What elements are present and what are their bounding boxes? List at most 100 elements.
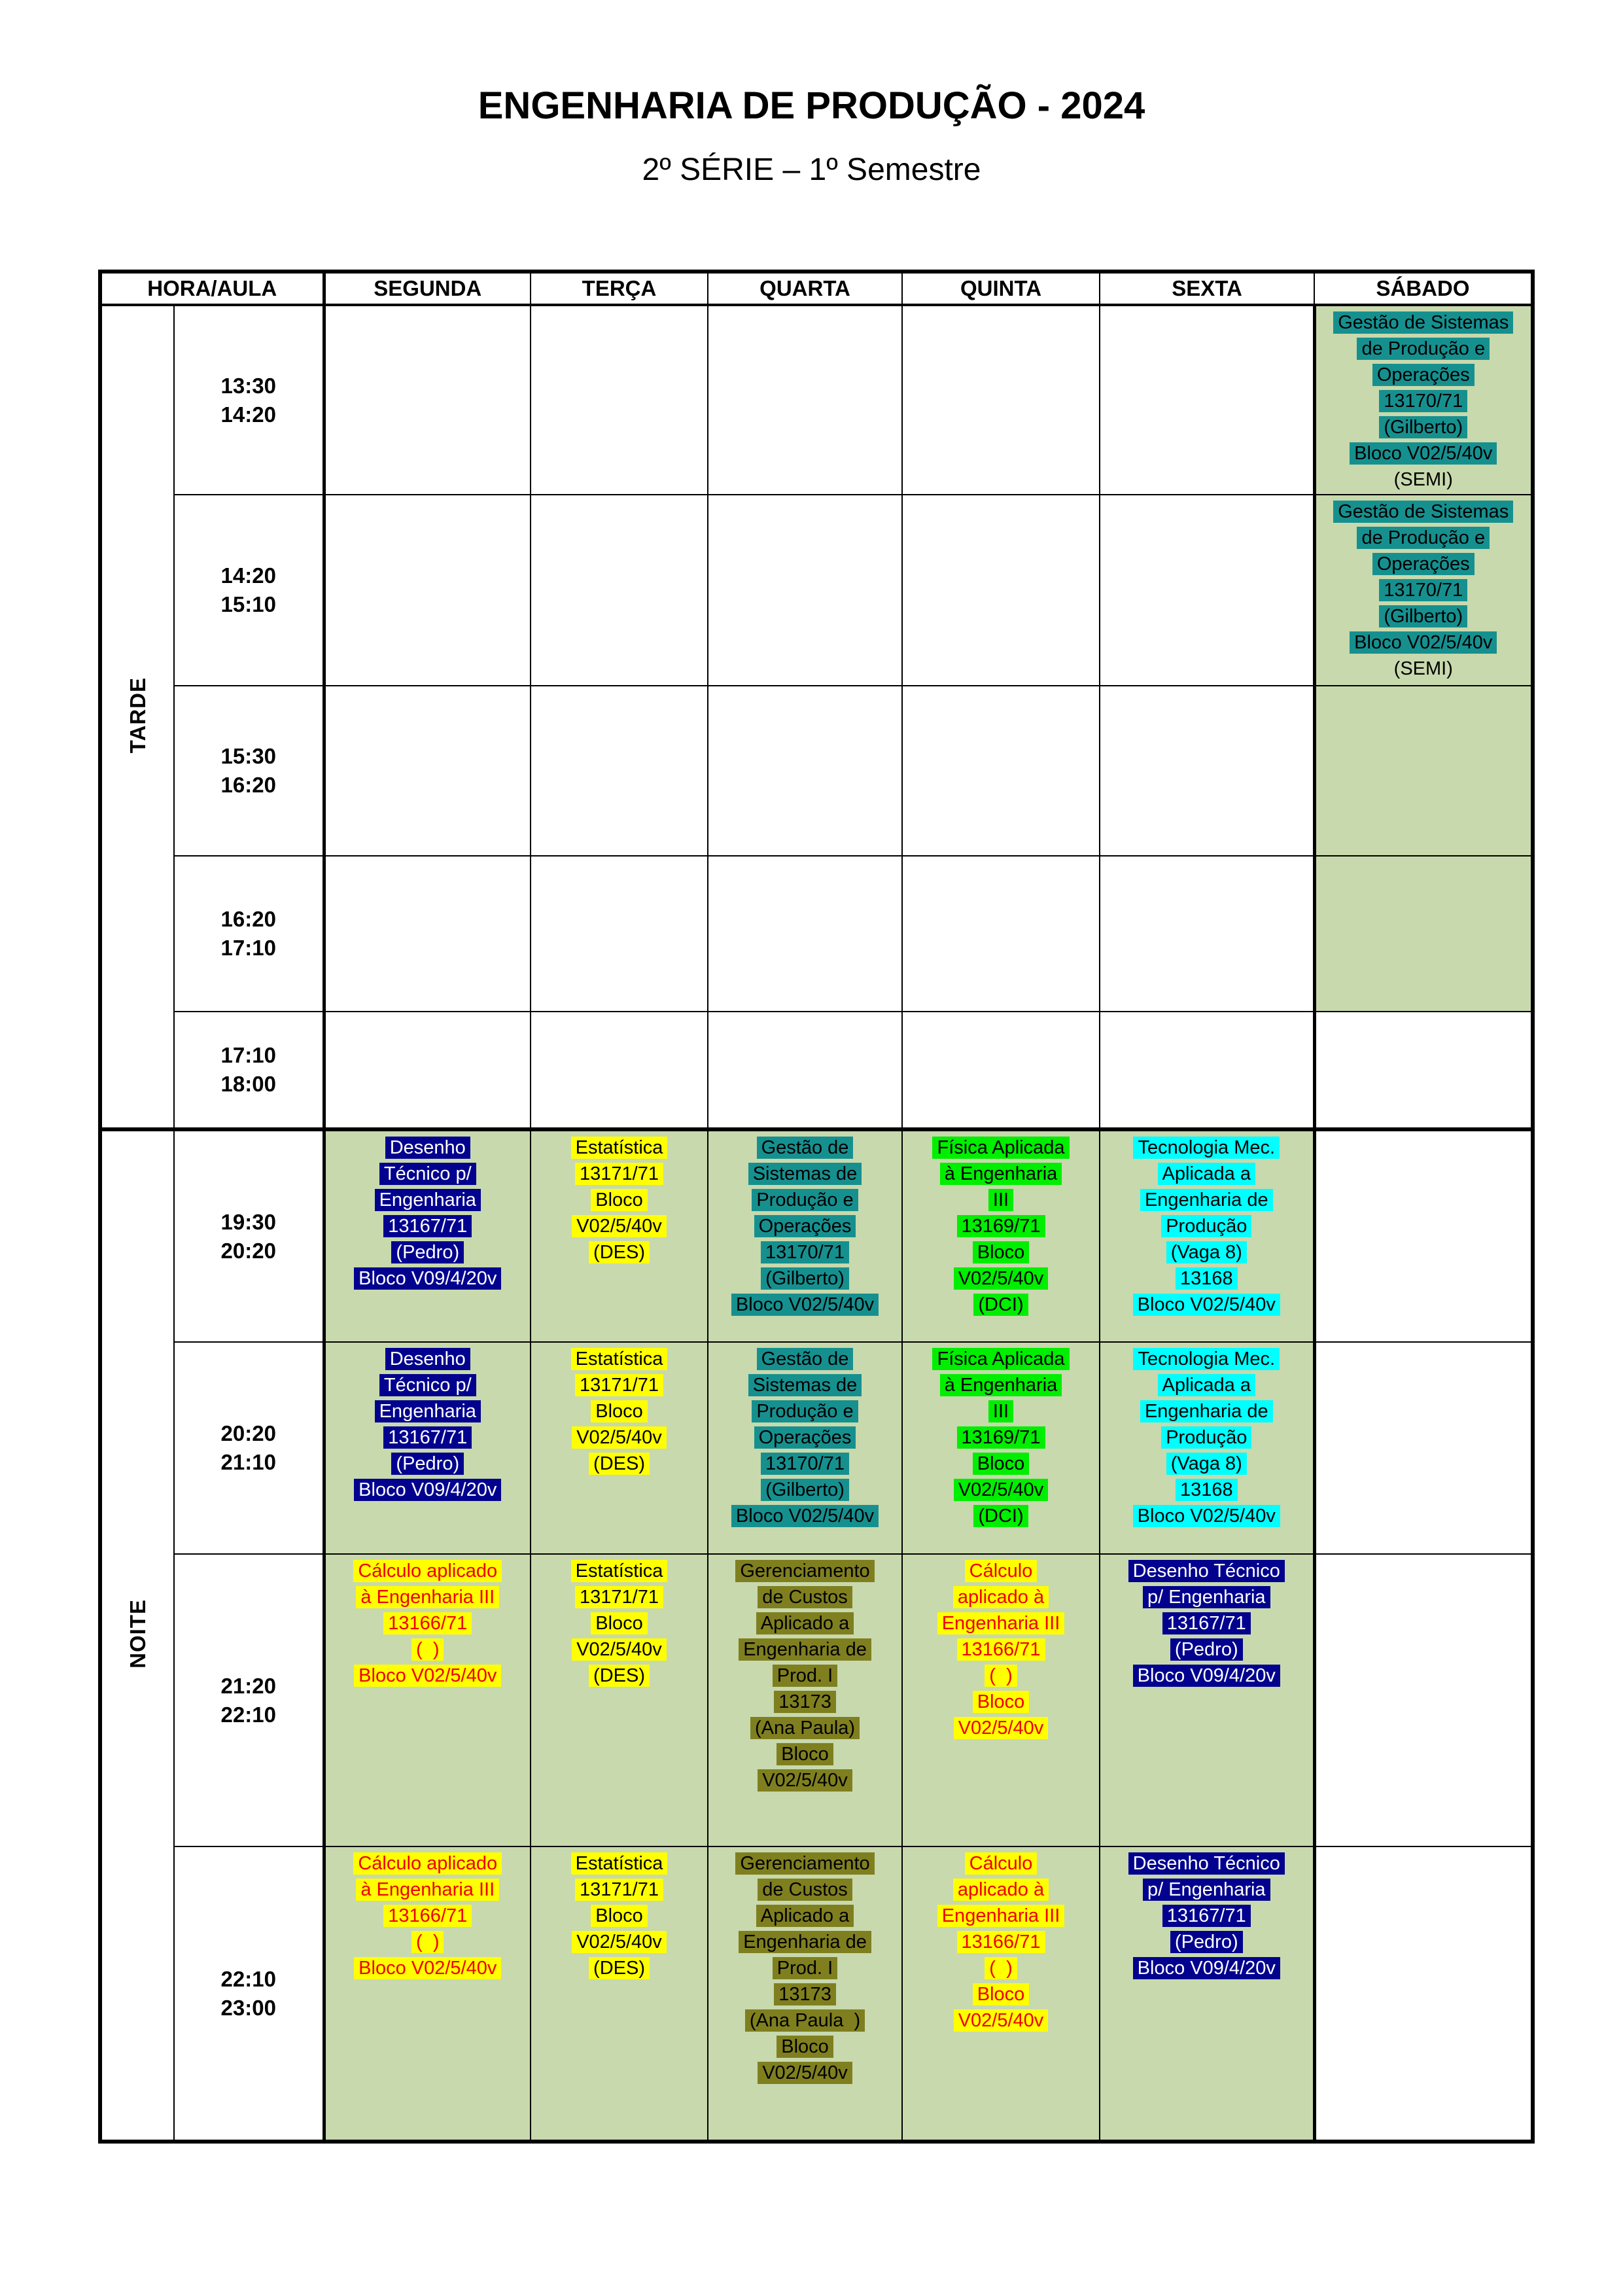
highlighted-text: Produção — [1161, 1426, 1252, 1449]
course-cell-quinta — [901, 304, 1101, 495]
highlighted-text: 13170/71 — [1379, 390, 1468, 412]
highlighted-text: Engenharia de — [1140, 1400, 1273, 1422]
page-title: ENGENHARIA DE PRODUÇÃO - 2024 — [478, 84, 1145, 127]
highlighted-text: (Ana Paula ) — [744, 2009, 865, 2032]
highlighted-text: Cálculo — [964, 1560, 1038, 1582]
course-cell-terca: Estatística 13171/71 Bloco V02/5/40v (DES) — [530, 1553, 709, 1847]
highlighted-text: à Engenharia III — [356, 1879, 500, 1901]
course-line: Física Aplicada — [903, 1135, 1098, 1161]
time-text: 13:30 — [220, 373, 276, 398]
course-line: 13166/71 — [326, 1610, 530, 1636]
course-line: Bloco V02/5/40v — [709, 1292, 901, 1318]
course-cell-sexta — [1099, 304, 1316, 495]
highlighted-text: (DES) — [589, 1957, 650, 1979]
highlighted-text: (Pedro) — [1170, 1931, 1243, 1953]
highlighted-text: Gestão de — [756, 1348, 854, 1370]
course-line: Técnico p/ — [326, 1161, 530, 1187]
highlighted-text: Bloco V02/5/40v — [354, 1665, 502, 1687]
highlighted-text: Bloco — [972, 1691, 1030, 1713]
highlighted-text: III — [988, 1400, 1014, 1422]
time-cell: 13:30 14:20 — [173, 304, 326, 495]
course-line: Gestão de — [709, 1135, 901, 1161]
highlighted-text: Tecnologia Mec. — [1133, 1137, 1280, 1159]
time-text: 16:20 — [220, 907, 276, 931]
highlighted-text: 13166/71 — [383, 1612, 472, 1634]
course-line: Produção e — [709, 1187, 901, 1213]
course-line: V02/5/40v — [903, 1477, 1098, 1503]
course-line: (Gilberto) — [1316, 603, 1531, 629]
highlighted-text: Bloco V02/5/40v — [1350, 442, 1497, 465]
course-cell-quinta: Física Aplicada à Engenharia III 13169/71 Bl… — [901, 1127, 1101, 1343]
highlighted-text: Engenharia de — [739, 1638, 871, 1661]
highlighted-text: Sistemas de — [748, 1374, 862, 1396]
period-label-tarde: TARDE — [99, 304, 175, 1130]
course-line: (DES) — [532, 1955, 707, 1981]
highlighted-text: 13166/71 — [956, 1931, 1045, 1953]
course-line: III — [903, 1398, 1098, 1424]
highlighted-text: Bloco — [591, 1400, 648, 1422]
course-line: Gerenciamento — [709, 1850, 901, 1877]
highlighted-text: Produção e — [752, 1189, 858, 1211]
course-line: (SEMI) — [1316, 467, 1531, 493]
highlighted-text: Técnico p/ — [379, 1163, 476, 1185]
time-cell: 17:10 18:00 — [173, 1011, 326, 1130]
highlighted-text: Bloco V02/5/40v — [1350, 631, 1497, 654]
highlighted-text: Desenho Técnico — [1128, 1560, 1285, 1582]
highlighted-text: Bloco V02/5/40v — [1132, 1505, 1280, 1527]
course-cell-quinta — [901, 855, 1101, 1012]
highlighted-text: Bloco V09/4/20v — [354, 1479, 502, 1501]
course-cell-sabado — [1314, 1846, 1534, 2142]
time-cell: 21:20 22:10 — [173, 1553, 326, 1847]
course-line: Bloco — [903, 1689, 1098, 1715]
course-line: V02/5/40v — [532, 1424, 707, 1451]
course-text-block: Estatística 13171/71 Bloco V02/5/40v (DES) — [532, 1343, 707, 1477]
time-text: 21:20 — [220, 1673, 276, 1698]
highlighted-text: Gestão de — [756, 1137, 854, 1159]
course-cell-quinta: Cálculo aplicado à Engenharia III 13166/71 (… — [901, 1846, 1101, 2142]
course-cell-quarta: Gerenciamento de Custos Aplicado a Engenhar… — [707, 1553, 903, 1847]
schedule-row: 14:20 15:10 Gestão de Sistemas de Produção … — [100, 494, 1534, 686]
highlighted-text: Aplicado a — [756, 1612, 854, 1634]
course-cell-terca — [530, 494, 709, 686]
highlighted-text: 13167/71 — [383, 1426, 472, 1449]
course-text-block: Gerenciamento de Custos Aplicado a Engenhar… — [709, 1848, 901, 2086]
time-cell: 22:10 23:00 — [173, 1846, 326, 2142]
highlighted-text: (Gilberto) — [761, 1479, 849, 1501]
course-line: V02/5/40v — [709, 1767, 901, 1793]
course-cell-sabado — [1314, 1341, 1534, 1555]
course-line: p/ Engenharia — [1101, 1877, 1311, 1903]
highlighted-text: Aplicada a — [1157, 1163, 1255, 1185]
course-line: Estatística — [532, 1558, 707, 1584]
time-text: 14:20 — [220, 563, 276, 588]
course-text-block: Desenho Técnico p/Engenharia 13167/71 (Pedr… — [326, 1133, 530, 1292]
course-line: Gestão de — [709, 1346, 901, 1372]
time-text: 20:20 — [220, 1238, 276, 1263]
highlighted-text: Tecnologia Mec. — [1133, 1348, 1280, 1370]
highlighted-text: Física Aplicada — [932, 1137, 1070, 1159]
course-line: à Engenharia — [903, 1372, 1098, 1398]
col-header-terca: TERÇA — [530, 270, 709, 306]
highlighted-text: Bloco V02/5/40v — [731, 1294, 879, 1316]
highlighted-text: 13171/71 — [575, 1586, 663, 1608]
highlighted-text: p/ Engenharia — [1142, 1586, 1270, 1608]
time-cell: 19:30 20:20 — [173, 1127, 326, 1343]
course-line: Bloco — [903, 1451, 1098, 1477]
course-cell-sabado: Gestão de Sistemas de Produção e Operações… — [1314, 494, 1534, 686]
highlighted-text: Gestão de Sistemas — [1333, 311, 1514, 334]
highlighted-text: 13171/71 — [575, 1163, 663, 1185]
course-cell-sexta: Tecnologia Mec. Aplicada a Engenharia de Pr… — [1099, 1341, 1316, 1555]
course-line: à Engenharia — [903, 1161, 1098, 1187]
highlighted-text: V02/5/40v — [953, 1267, 1049, 1290]
schedule-row: NOITE 19:30 20:20 Desenho Técnico p/Engenhar… — [99, 1127, 1534, 2142]
highlighted-text: (Gilberto) — [1379, 416, 1468, 438]
highlighted-text: (DCI) — [973, 1505, 1028, 1527]
highlighted-text: 13166/71 — [383, 1905, 472, 1927]
period-label-text: TARDE — [125, 677, 150, 754]
time-text: 20:20 — [220, 1421, 276, 1445]
schedule-row: 21:20 22:10 Cálculo aplicado à Engenharia I… — [100, 1553, 1534, 1847]
course-line: V02/5/40v — [709, 2060, 901, 2086]
course-line: Desenho Técnico — [1101, 1558, 1311, 1584]
highlighted-text: Engenharia de — [1140, 1189, 1273, 1211]
highlighted-text: Gerenciamento — [735, 1560, 875, 1582]
col-header-quarta: QUARTA — [707, 270, 903, 306]
